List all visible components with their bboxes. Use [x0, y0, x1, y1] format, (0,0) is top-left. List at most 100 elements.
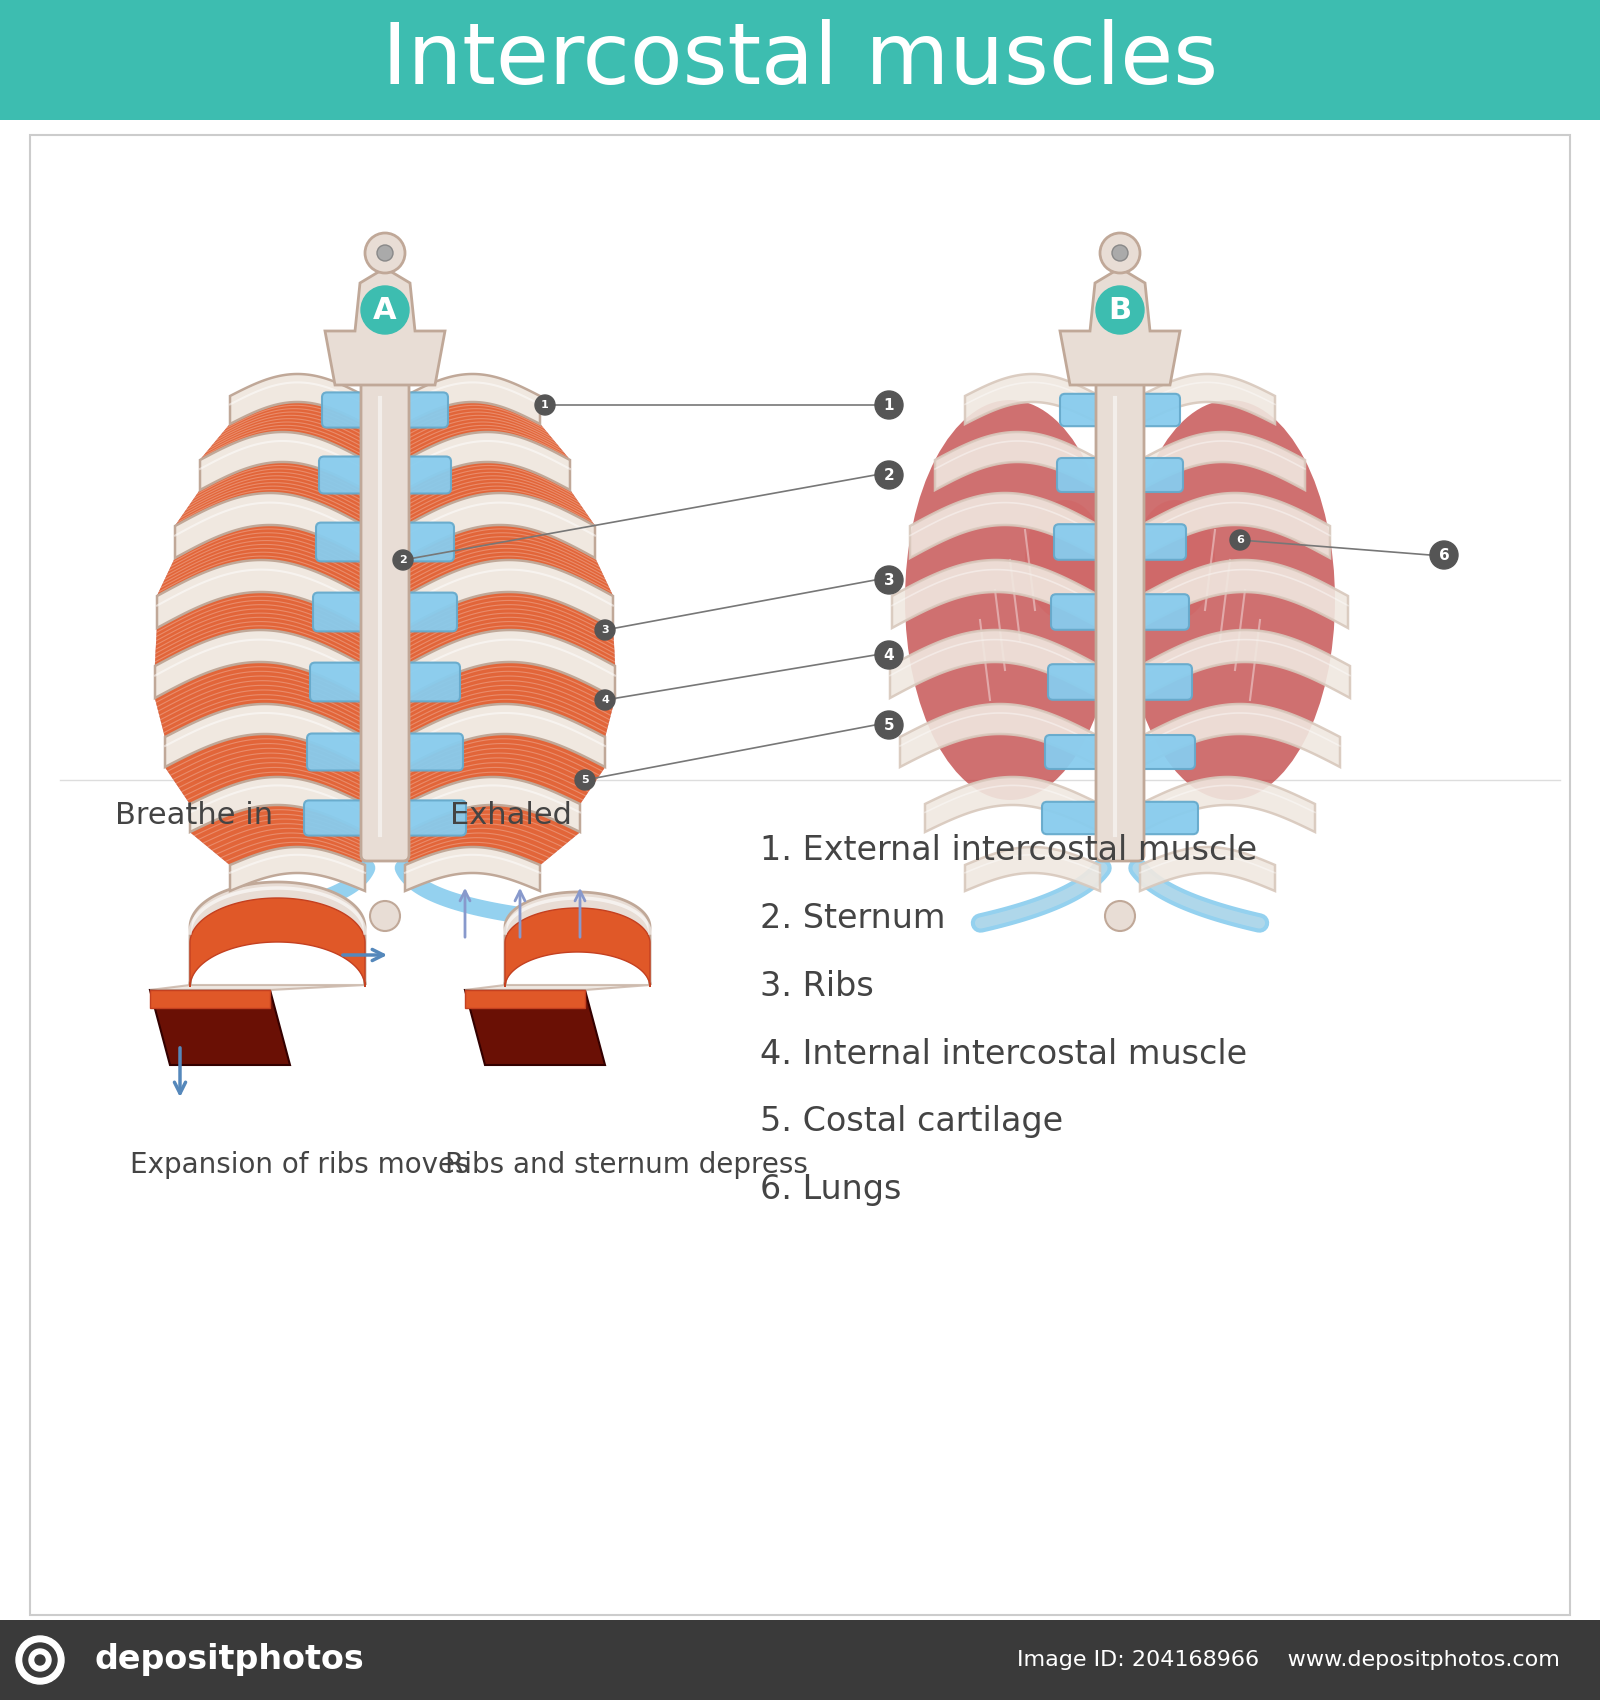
Circle shape — [595, 620, 614, 639]
FancyBboxPatch shape — [1048, 665, 1109, 700]
Circle shape — [595, 690, 614, 711]
Polygon shape — [190, 898, 365, 988]
FancyBboxPatch shape — [362, 372, 410, 860]
FancyBboxPatch shape — [1059, 394, 1109, 427]
Circle shape — [875, 711, 902, 740]
Polygon shape — [405, 525, 613, 597]
FancyBboxPatch shape — [317, 522, 374, 561]
Polygon shape — [405, 847, 541, 891]
Circle shape — [875, 641, 902, 670]
Circle shape — [875, 566, 902, 593]
Polygon shape — [157, 525, 365, 597]
Text: 3: 3 — [602, 626, 610, 636]
FancyBboxPatch shape — [314, 593, 374, 631]
Circle shape — [362, 286, 410, 333]
Text: 1. External intercostal muscle: 1. External intercostal muscle — [760, 833, 1258, 867]
Polygon shape — [405, 704, 605, 767]
FancyBboxPatch shape — [397, 457, 451, 493]
Polygon shape — [466, 989, 586, 1008]
Polygon shape — [405, 777, 579, 831]
Polygon shape — [405, 631, 614, 699]
Polygon shape — [1139, 493, 1330, 558]
Polygon shape — [405, 661, 614, 738]
Text: 4. Internal intercostal muscle: 4. Internal intercostal muscle — [760, 1037, 1246, 1071]
Polygon shape — [325, 269, 445, 384]
Text: Ribs and sternum depress: Ribs and sternum depress — [445, 1151, 808, 1180]
FancyBboxPatch shape — [1054, 524, 1109, 559]
Text: 4: 4 — [602, 695, 610, 706]
Text: depositphotos: depositphotos — [94, 1644, 365, 1676]
Polygon shape — [174, 493, 365, 558]
Circle shape — [1096, 286, 1144, 333]
Polygon shape — [165, 704, 365, 767]
FancyBboxPatch shape — [1131, 734, 1195, 768]
Polygon shape — [1139, 704, 1341, 767]
Polygon shape — [155, 592, 365, 666]
Polygon shape — [965, 374, 1101, 423]
FancyBboxPatch shape — [1051, 595, 1109, 629]
Circle shape — [1106, 901, 1134, 932]
FancyBboxPatch shape — [1042, 802, 1109, 835]
Bar — [0, 0, 1600, 121]
Polygon shape — [466, 989, 605, 1064]
Text: Breathe in: Breathe in — [115, 801, 274, 830]
Text: A: A — [373, 296, 397, 325]
FancyBboxPatch shape — [397, 593, 458, 631]
FancyBboxPatch shape — [397, 393, 448, 428]
Polygon shape — [150, 989, 270, 1008]
FancyBboxPatch shape — [310, 663, 374, 702]
FancyBboxPatch shape — [1131, 394, 1181, 427]
Polygon shape — [155, 661, 365, 738]
Text: 6: 6 — [1438, 547, 1450, 563]
Polygon shape — [157, 559, 365, 627]
Polygon shape — [405, 559, 613, 627]
Text: 2: 2 — [883, 468, 894, 483]
Text: Image ID: 204168966    www.depositphotos.com: Image ID: 204168966 www.depositphotos.co… — [1018, 1651, 1560, 1669]
FancyBboxPatch shape — [307, 733, 374, 770]
Polygon shape — [190, 777, 365, 831]
Polygon shape — [1139, 432, 1306, 490]
Polygon shape — [910, 493, 1101, 558]
Polygon shape — [1139, 631, 1350, 699]
Polygon shape — [190, 806, 365, 865]
Circle shape — [394, 551, 413, 570]
Polygon shape — [200, 432, 365, 490]
Ellipse shape — [1125, 400, 1334, 801]
FancyBboxPatch shape — [1045, 734, 1109, 768]
Polygon shape — [405, 806, 579, 865]
Polygon shape — [405, 592, 614, 666]
Polygon shape — [405, 374, 541, 423]
Circle shape — [1230, 530, 1250, 551]
Polygon shape — [230, 374, 365, 423]
Polygon shape — [174, 462, 365, 525]
Text: 5: 5 — [581, 775, 589, 785]
FancyBboxPatch shape — [318, 457, 374, 493]
Polygon shape — [150, 984, 365, 989]
Polygon shape — [1139, 559, 1347, 627]
Text: 1: 1 — [883, 398, 894, 413]
FancyBboxPatch shape — [322, 393, 374, 428]
Text: 3: 3 — [883, 573, 894, 588]
FancyBboxPatch shape — [397, 733, 462, 770]
Polygon shape — [506, 892, 650, 984]
FancyBboxPatch shape — [1131, 802, 1198, 835]
Polygon shape — [890, 631, 1101, 699]
Polygon shape — [1059, 269, 1181, 384]
Circle shape — [22, 1642, 58, 1676]
Circle shape — [875, 391, 902, 418]
Circle shape — [1101, 233, 1139, 274]
FancyBboxPatch shape — [1058, 457, 1109, 491]
FancyBboxPatch shape — [397, 663, 461, 702]
Text: 1: 1 — [541, 400, 549, 410]
Polygon shape — [190, 882, 365, 984]
FancyBboxPatch shape — [1131, 595, 1189, 629]
Polygon shape — [1139, 847, 1275, 891]
Circle shape — [365, 233, 405, 274]
Polygon shape — [506, 908, 650, 988]
Text: 6. Lungs: 6. Lungs — [760, 1173, 901, 1207]
Polygon shape — [405, 401, 570, 461]
Circle shape — [378, 245, 394, 262]
FancyBboxPatch shape — [397, 801, 466, 836]
Polygon shape — [1139, 777, 1315, 831]
Circle shape — [1430, 541, 1458, 570]
